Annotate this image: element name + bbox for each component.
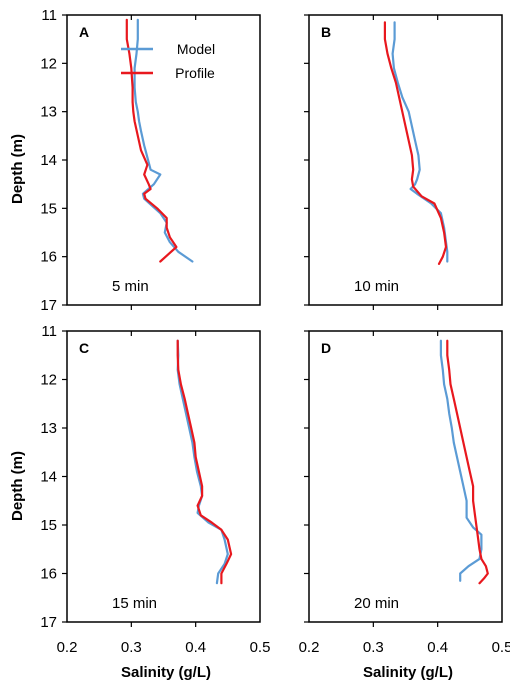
x-tick-label: 0.2 bbox=[299, 639, 320, 656]
panel-a: 11 12 13 14 15 16 17 A 5 min bbox=[40, 7, 261, 314]
x-axis-label-right: Salinity (g/L) bbox=[363, 664, 453, 681]
y-tick-label: 14 bbox=[40, 152, 57, 169]
panel-d: 0.2 0.3 0.4 0.5 D 20 min bbox=[299, 330, 510, 656]
x-tick-label: 0.2 bbox=[57, 639, 78, 656]
time-annotation: 5 min bbox=[112, 278, 149, 295]
x-tick-label: 0.4 bbox=[185, 639, 206, 656]
y-tick-label: 11 bbox=[41, 323, 57, 340]
panel-letter-d: D bbox=[321, 340, 331, 356]
x-tick-label: 0.3 bbox=[363, 639, 384, 656]
y-tick-label: 13 bbox=[40, 420, 57, 437]
series-line-profile bbox=[383, 21, 448, 265]
plot-frame bbox=[308, 330, 503, 623]
series-line-profile bbox=[125, 18, 178, 263]
y-tick-label: 16 bbox=[40, 249, 57, 266]
y-tick-label: 12 bbox=[40, 55, 57, 72]
y-tick-label: 12 bbox=[40, 372, 57, 389]
y-tick-label: 16 bbox=[40, 566, 57, 583]
x-tick-label: 0.5 bbox=[492, 639, 510, 656]
panel-b: B 10 min bbox=[304, 14, 503, 310]
x-tick-label: 0.3 bbox=[121, 639, 142, 656]
legend: Model Profile bbox=[121, 41, 215, 81]
x-axis-label-left: Salinity (g/L) bbox=[121, 664, 211, 681]
y-axis-label-top: Depth (m) bbox=[9, 134, 26, 204]
panel-letter-a: A bbox=[79, 24, 89, 40]
time-annotation: 20 min bbox=[354, 595, 399, 612]
panel-letter-b: B bbox=[321, 24, 331, 40]
y-tick-label: 17 bbox=[40, 614, 57, 631]
panel-letter-c: C bbox=[79, 340, 89, 356]
time-annotation: 10 min bbox=[354, 278, 399, 295]
x-tick-label: 0.5 bbox=[250, 639, 271, 656]
plot-frame bbox=[66, 330, 261, 623]
series-line-model bbox=[176, 339, 229, 585]
plot-frame bbox=[308, 14, 503, 306]
y-tick-label: 11 bbox=[41, 7, 57, 24]
series-line-profile bbox=[176, 339, 233, 585]
series-line-model bbox=[439, 339, 483, 582]
y-tick-label: 15 bbox=[40, 200, 57, 217]
legend-profile-label: Profile bbox=[175, 65, 215, 81]
panel-c: 11 12 13 14 15 16 170.2 0.3 0.4 0.5 C 15 min bbox=[40, 323, 270, 656]
x-tick-label: 0.4 bbox=[427, 639, 448, 656]
y-tick-label: 14 bbox=[40, 469, 57, 486]
y-tick-label: 17 bbox=[40, 297, 57, 314]
plot-frame bbox=[66, 14, 261, 306]
series-line-profile bbox=[446, 339, 489, 585]
time-annotation: 15 min bbox=[112, 595, 157, 612]
y-axis-label-bottom: Depth (m) bbox=[9, 451, 26, 521]
y-tick-label: 13 bbox=[40, 104, 57, 121]
legend-model-label: Model bbox=[177, 41, 215, 57]
series-line-model bbox=[391, 21, 449, 263]
y-tick-label: 15 bbox=[40, 517, 57, 534]
